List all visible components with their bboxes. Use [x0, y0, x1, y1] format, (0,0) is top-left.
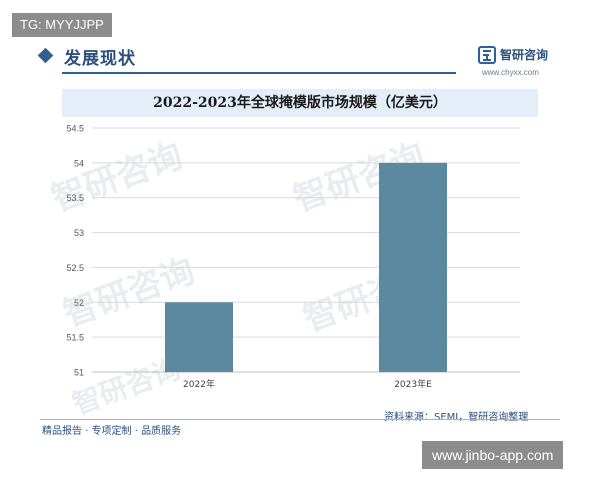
brand-url: www.chyxx.com [482, 68, 539, 77]
bar [165, 302, 233, 372]
brand-logo-icon [478, 46, 496, 64]
source-note: 资料来源：SEMI，智研咨询整理 [384, 412, 529, 423]
x-tick-label: 2023年E [394, 378, 432, 390]
footer-divider [40, 419, 560, 420]
y-tick-label: 51 [74, 368, 84, 378]
y-tick-label: 53 [74, 228, 84, 238]
y-tick-label: 52 [74, 298, 84, 308]
brand-name: 智研咨询 [500, 48, 549, 62]
footer-slogan: 精品报告 · 专项定制 · 品质服务 [42, 426, 182, 437]
y-tick-label: 54.5 [66, 124, 84, 134]
x-tick-label: 2022年 [183, 378, 215, 390]
y-tick-label: 53.5 [66, 193, 84, 203]
top-tag: TG: MYYJJPP [12, 13, 112, 37]
bottom-tag: www.jinbo-app.com [422, 441, 564, 469]
y-tick-label: 51.5 [66, 333, 84, 343]
bar [379, 162, 447, 372]
y-tick-label: 54 [74, 158, 84, 168]
chart-title-band [62, 89, 538, 117]
chart-title: 2022-2023年全球掩模版市场规模（亿美元） [153, 95, 447, 111]
section-title: 发展现状 [64, 49, 136, 69]
y-tick-label: 52.5 [66, 263, 84, 273]
header-divider [62, 72, 456, 74]
